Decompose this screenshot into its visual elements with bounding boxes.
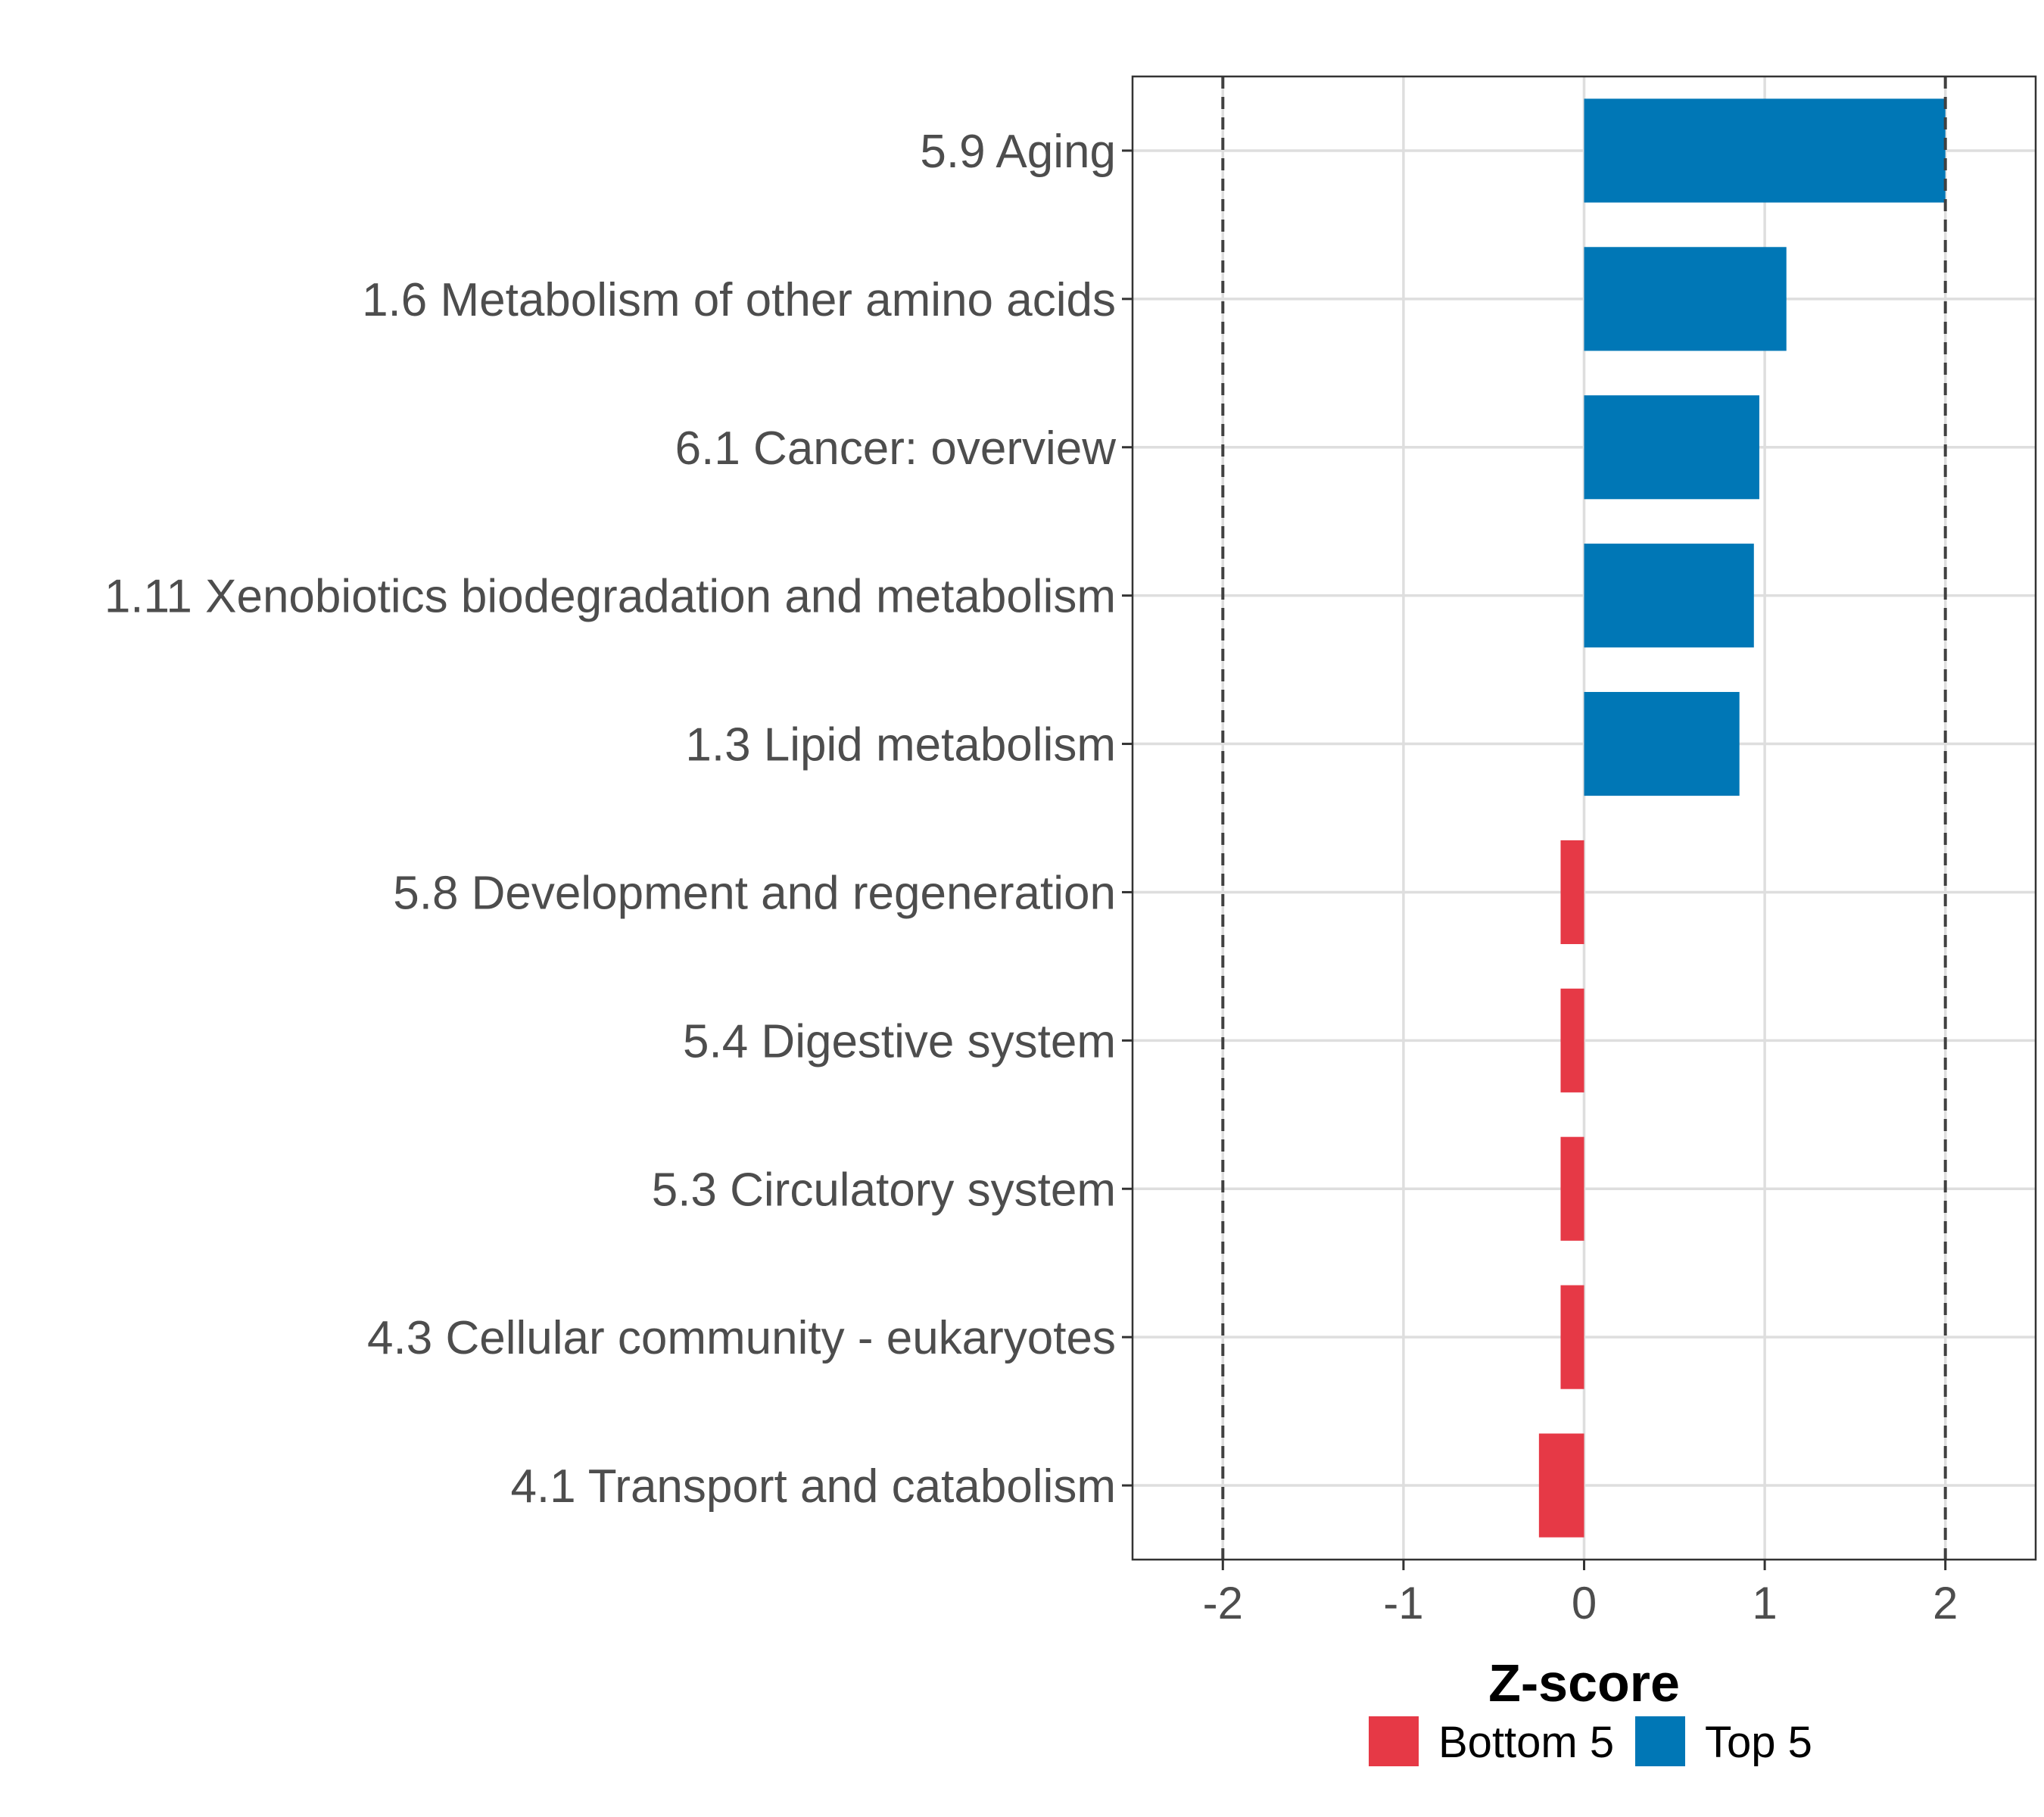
category-label: 5.8 Development and regeneration — [393, 867, 1116, 919]
bar-4 — [1584, 544, 1754, 648]
category-label: 4.1 Transport and catabolism — [510, 1460, 1116, 1513]
legend-key-2 — [1635, 1716, 1685, 1766]
legend-label-2: Top 5 — [1705, 1718, 1812, 1767]
category-label: 6.1 Cancer: overview — [675, 422, 1117, 475]
bar-9 — [1560, 1285, 1584, 1389]
bar-6 — [1560, 840, 1584, 945]
bar-8 — [1560, 1136, 1584, 1241]
x-tick-label: 2 — [1933, 1578, 1958, 1628]
x-tick-label: -2 — [1203, 1578, 1243, 1628]
category-label: 5.3 Circulatory system — [652, 1164, 1116, 1216]
bar-7 — [1560, 988, 1584, 1092]
x-tick-label: -1 — [1383, 1578, 1423, 1628]
y-axis: 5.9 Aging 1.6 Metabolism of other amino a… — [104, 126, 1133, 1513]
bar-3 — [1584, 395, 1759, 500]
bars — [1538, 98, 1946, 1538]
x-tick-label: 1 — [1752, 1578, 1777, 1628]
category-label: 5.4 Digestive system — [683, 1015, 1116, 1067]
bar-10 — [1538, 1433, 1584, 1538]
category-label: 5.9 Aging — [920, 126, 1116, 178]
category-label: 1.11 Xenobiotics biodegradation and meta… — [104, 571, 1116, 623]
bar-1 — [1584, 98, 1946, 203]
bar-5 — [1584, 691, 1740, 796]
category-label: 4.3 Cellular community - eukaryotes — [367, 1312, 1116, 1364]
reference-lines — [1221, 76, 1947, 1560]
x-tick-label: 0 — [1572, 1578, 1597, 1628]
legend-label-1: Bottom 5 — [1438, 1718, 1614, 1767]
category-label: 1.3 Lipid metabolism — [685, 719, 1116, 771]
x-axis-title: Z-score — [1488, 1653, 1680, 1713]
legend: Bottom 5 Top 5 — [1369, 1716, 1812, 1767]
bar-2 — [1584, 247, 1787, 351]
category-label: 1.6 Metabolism of other amino acids — [362, 274, 1116, 326]
legend-key-1 — [1369, 1716, 1419, 1766]
x-axis: -2 -1 0 1 2 — [1203, 1560, 1958, 1628]
